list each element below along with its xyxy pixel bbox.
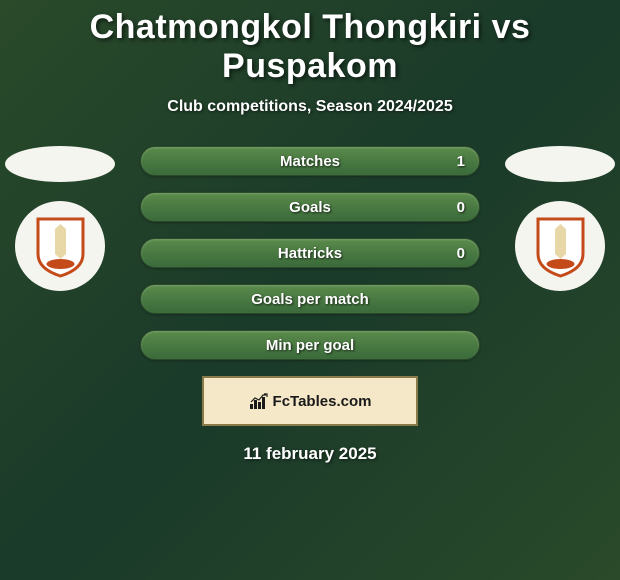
stat-row: Matches 1 [140,146,480,176]
stat-row: Min per goal [140,330,480,360]
brand-content: FcTables.com [249,392,372,410]
stat-pill-hattricks: Hattricks 0 [140,238,480,268]
stat-row: Goals per match [140,284,480,314]
stat-row: Goals 0 [140,192,480,222]
stat-value-right: 1 [457,153,465,170]
brand-box[interactable]: FcTables.com [202,376,418,426]
club-badge-right [515,201,605,291]
club-badge-left [15,201,105,291]
page-title: Chatmongkol Thongkiri vs Puspakom [0,0,620,86]
page-subtitle: Club competitions, Season 2024/2025 [0,98,620,116]
stat-label: Goals per match [251,291,369,308]
brand-text: FcTables.com [273,393,372,410]
player-oval-left [5,146,115,182]
stat-pill-goals: Goals 0 [140,192,480,222]
stat-label: Matches [280,153,340,170]
date-text: 11 february 2025 [10,444,610,464]
stat-value-right: 0 [457,245,465,262]
comparison-area: Matches 1 Goals 0 Hattricks 0 Goals per … [0,146,620,464]
stat-pill-matches: Matches 1 [140,146,480,176]
stat-pill-mpg: Min per goal [140,330,480,360]
player-oval-right [505,146,615,182]
stat-pill-gpm: Goals per match [140,284,480,314]
stats-column: Matches 1 Goals 0 Hattricks 0 Goals per … [140,146,480,360]
stat-label: Min per goal [266,337,354,354]
shield-icon [533,214,588,279]
stat-row: Hattricks 0 [140,238,480,268]
stat-value-right: 0 [457,199,465,216]
stat-label: Hattricks [278,245,342,262]
chart-icon [249,392,269,410]
shield-icon [33,214,88,279]
stat-label: Goals [289,199,331,216]
